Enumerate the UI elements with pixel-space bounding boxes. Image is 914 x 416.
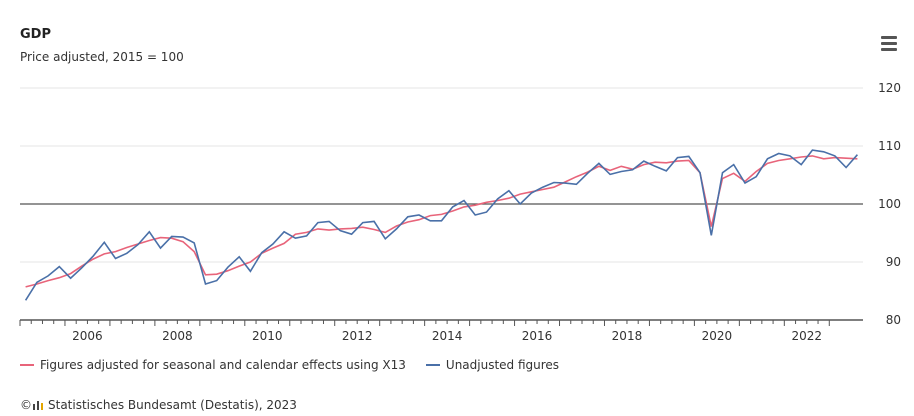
x-tick-label-2010: 2010 — [252, 329, 283, 343]
legend-item-unadjusted[interactable]: Unadjusted figures — [425, 358, 560, 372]
x-tick-marks — [19, 320, 830, 326]
y-tick-labels: 80 90 100 110 120 — [878, 81, 901, 327]
copyright-symbol: © — [20, 398, 32, 412]
x-tick-label-2022: 2022 — [792, 329, 823, 343]
x-tick-label-2012: 2012 — [342, 329, 373, 343]
x-tick-label-2018: 2018 — [612, 329, 643, 343]
legend-swatch-unadjusted — [425, 364, 440, 366]
series-line-unadjusted[interactable] — [24, 149, 858, 301]
x-tick-label-2006: 2006 — [72, 329, 103, 343]
y-tick-label-80: 80 — [886, 313, 901, 327]
menu-bar-top — [881, 36, 897, 39]
source-credit: © Statistisches Bundesamt (Destatis), 20… — [20, 398, 297, 412]
menu-bar-bottom — [881, 48, 897, 51]
y-gridlines — [20, 87, 863, 263]
y-tick-label-100: 100 — [878, 197, 901, 211]
legend-swatch-seasonal — [20, 364, 34, 366]
legend-label-seasonal: Figures adjusted for seasonal and calend… — [40, 358, 406, 372]
destatis-logo-icon — [33, 401, 43, 410]
x-tick-labels: 2006 2008 2010 2012 2014 2016 2018 2020 2022 — [72, 329, 822, 343]
chart-subtitle: Price adjusted, 2015 = 100 — [20, 50, 184, 64]
x-tick-label-2014: 2014 — [432, 329, 463, 343]
chart-title: GDP — [20, 27, 51, 42]
y-tick-label-110: 110 — [878, 139, 901, 153]
source-text: Statistisches Bundesamt (Destatis), 2023 — [48, 398, 297, 412]
hamburger-menu-icon[interactable] — [876, 33, 902, 53]
legend-item-seasonal[interactable]: Figures adjusted for seasonal and calend… — [20, 358, 406, 372]
menu-bar-middle — [881, 42, 897, 45]
x-tick-label-2016: 2016 — [522, 329, 553, 343]
legend: Figures adjusted for seasonal and calend… — [20, 358, 579, 372]
x-tick-label-2008: 2008 — [162, 329, 193, 343]
legend-label-unadjusted: Unadjusted figures — [445, 358, 560, 372]
y-tick-label-120: 120 — [878, 81, 901, 95]
x-tick-label-2020: 2020 — [702, 329, 733, 343]
y-tick-label-90: 90 — [886, 255, 901, 269]
